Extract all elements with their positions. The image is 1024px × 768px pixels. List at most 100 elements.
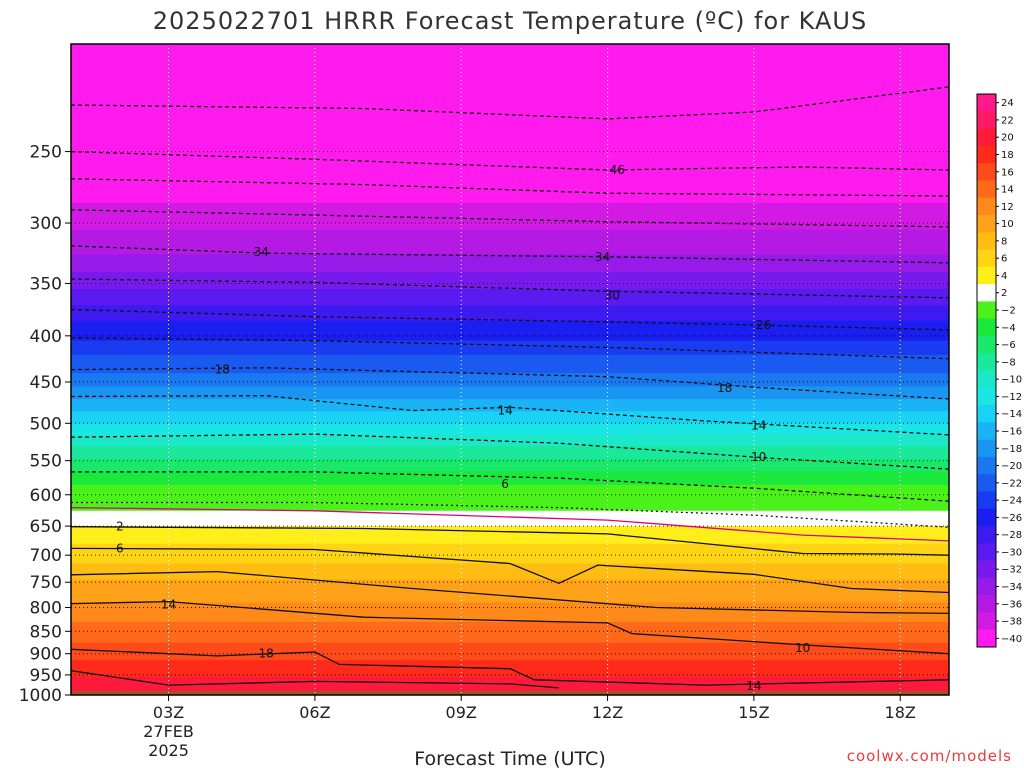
isotherm-label-4: 26 <box>756 318 771 332</box>
x-axis-label: Forecast Time (UTC) <box>414 748 605 768</box>
colorbar-swatch-19 <box>977 422 996 441</box>
colorbar-swatch-10 <box>977 266 996 285</box>
temperature-layer-0 <box>71 44 949 204</box>
isotherm-label-8: 14 <box>751 419 766 433</box>
temperature-layer-2 <box>71 229 949 255</box>
colorbar-label-9: 6 <box>1001 254 1007 265</box>
temperature-layer-13 <box>71 411 949 424</box>
colorbar-swatch-6 <box>977 197 996 216</box>
colorbar-swatch-24 <box>977 508 996 527</box>
temperature-layer-25 <box>71 602 949 623</box>
colorbar-swatch-9 <box>977 249 996 268</box>
y-tick-label-9: 700 <box>30 546 62 566</box>
colorbar-swatch-21 <box>977 456 996 475</box>
temperature-layer-16 <box>71 446 949 460</box>
colorbar-swatch-26 <box>977 543 996 561</box>
isotherm-line-15 <box>71 547 949 594</box>
colorbar-label-19: −16 <box>1001 426 1022 437</box>
x-tick-sublabel-0-0: 27FEB <box>143 722 194 741</box>
temperature-layer-10 <box>71 373 949 387</box>
isotherm-line-16 <box>71 570 949 615</box>
y-tick-label-4: 450 <box>30 373 62 393</box>
colorbar-label-21: −20 <box>1001 461 1022 472</box>
isotherm-line-6 <box>71 308 949 331</box>
y-tick-label-15: 1000 <box>19 686 62 706</box>
temperature-layer-18 <box>71 471 949 486</box>
colorbar-label-24: −26 <box>1001 513 1022 524</box>
y-tick-label-2: 350 <box>30 274 62 294</box>
y-tick-label-7: 600 <box>30 486 62 506</box>
colorbar-label-10: 4 <box>1001 271 1007 282</box>
temperature-layer-14 <box>71 423 949 436</box>
y-tick-label-10: 750 <box>30 573 62 593</box>
isotherm-line-18 <box>71 648 949 686</box>
isotherm-line-1 <box>71 150 949 171</box>
colorbar-label-2: 20 <box>1001 133 1014 144</box>
temperature-layer-6 <box>71 305 949 322</box>
isotherm-line-4 <box>71 245 949 264</box>
temperature-layer-12 <box>71 399 949 412</box>
colorbar-swatch-22 <box>977 474 996 492</box>
colorbar-label-7: 10 <box>1001 219 1014 230</box>
colorbar-swatch-8 <box>977 232 996 250</box>
colorbar-swatch-20 <box>977 439 996 458</box>
isotherm-label-2: 34 <box>595 250 610 264</box>
colorbar-label-25: −28 <box>1001 530 1022 541</box>
colorbar-label-11: 2 <box>1001 288 1007 299</box>
x-tick-sublabel-0-1: 2025 <box>148 741 189 760</box>
temperature-layer-20 <box>71 510 949 527</box>
colorbar-swatch-1 <box>977 111 996 129</box>
temperature-layer-9 <box>71 354 949 374</box>
y-axis: 250 300 350 400 450 500 550 600 650 700 750 800 850 9… <box>19 143 71 706</box>
y-tick-label-13: 900 <box>30 645 62 665</box>
colorbar-label-31: −40 <box>1001 634 1022 645</box>
isotherm-line-10 <box>71 433 949 470</box>
x-tick-label-1: 06Z <box>299 703 330 722</box>
temperature-layer-11 <box>71 386 949 400</box>
colorbar-label-3: 18 <box>1001 150 1014 161</box>
colorbar-label-26: −30 <box>1001 547 1022 558</box>
colorbar-label-5: 14 <box>1001 185 1014 196</box>
colorbar-swatch-23 <box>977 491 996 510</box>
colorbar-swatch-0 <box>977 94 996 112</box>
colorbar-swatch-28 <box>977 577 996 596</box>
chart-title: 2025022701 HRRR Forecast Temperature (ºC… <box>153 7 867 35</box>
colorbar-swatch-12 <box>977 301 996 320</box>
temperature-layer-21 <box>71 526 949 545</box>
colorbar-label-4: 16 <box>1001 167 1014 178</box>
colorbar-label-0: 24 <box>1001 98 1014 109</box>
isotherm-label-9: 10 <box>751 450 766 464</box>
isotherm-line-3 <box>71 209 949 228</box>
colorbar-swatch-2 <box>977 128 996 147</box>
temperature-layer-27 <box>71 642 949 661</box>
colorbar-label-20: −18 <box>1001 444 1022 455</box>
temperature-layer-3 <box>71 254 949 273</box>
isotherm-label-7: 14 <box>497 404 512 418</box>
y-tick-label-1: 300 <box>30 214 62 234</box>
colorbar-label-1: 22 <box>1001 115 1014 126</box>
y-tick-label-6: 550 <box>30 452 62 472</box>
y-tick-label-0: 250 <box>30 143 62 163</box>
temperature-layer-1 <box>71 202 949 231</box>
colorbar-label-12: −2 <box>1001 306 1016 317</box>
colorbar-swatch-15 <box>977 353 996 371</box>
temperature-layer-4 <box>71 272 949 290</box>
y-tick-label-12: 850 <box>30 622 62 642</box>
colorbar-label-16: −10 <box>1001 375 1022 386</box>
colorbar-swatch-29 <box>977 595 996 613</box>
colorbar-swatch-17 <box>977 387 996 406</box>
temperature-layer-8 <box>71 340 949 356</box>
x-tick-label-5: 18Z <box>885 703 916 722</box>
y-tick-label-5: 500 <box>30 414 62 434</box>
colorbar-swatch-14 <box>977 335 996 354</box>
temperature-layer-23 <box>71 563 949 581</box>
credit-text: coolwx.com/models <box>847 747 1012 765</box>
isotherm-line-13 <box>71 506 949 542</box>
y-tick-label-14: 950 <box>30 666 62 686</box>
colorbar-label-18: −14 <box>1001 409 1022 420</box>
colorbar-label-15: −8 <box>1001 357 1016 368</box>
colorbar-label-8: 8 <box>1001 236 1007 247</box>
isotherm-label-12: 6 <box>116 541 124 555</box>
